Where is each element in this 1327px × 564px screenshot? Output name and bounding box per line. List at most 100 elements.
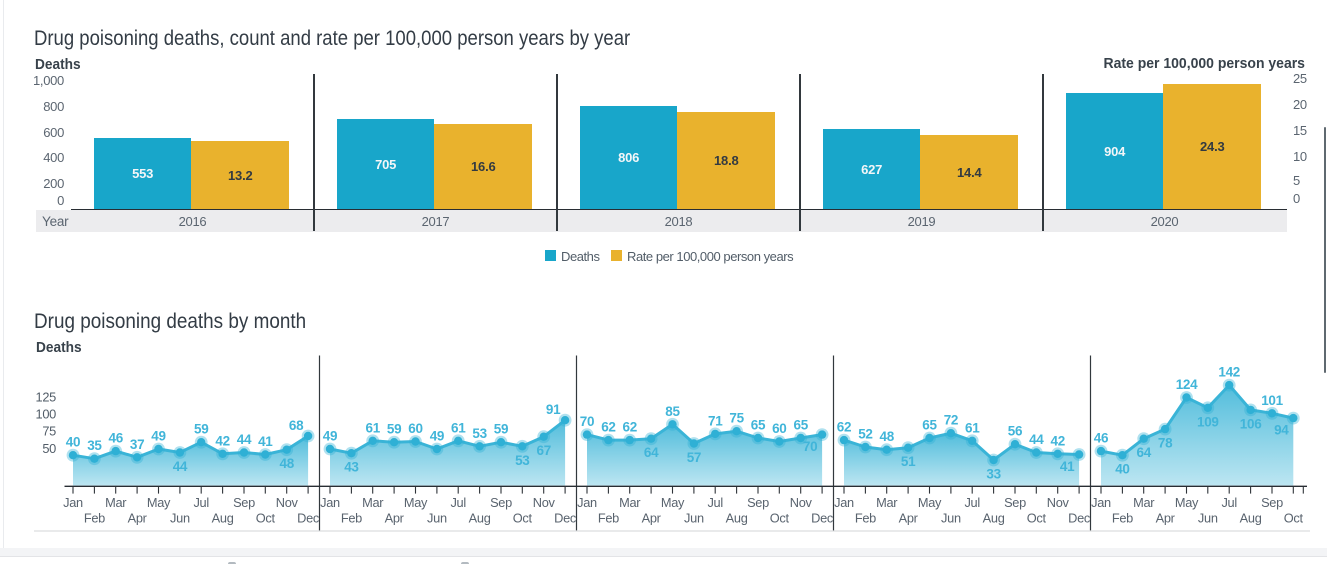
svg-text:Mar: Mar	[876, 495, 898, 510]
svg-text:Apr: Apr	[642, 510, 662, 525]
svg-text:142: 142	[1218, 365, 1240, 380]
svg-text:94: 94	[1274, 423, 1289, 438]
svg-text:51: 51	[901, 454, 916, 469]
svg-text:125: 125	[36, 389, 57, 404]
svg-text:Dec: Dec	[297, 510, 320, 525]
svg-text:44: 44	[173, 459, 188, 474]
svg-text:Oct: Oct	[1284, 510, 1304, 525]
svg-text:59: 59	[387, 422, 401, 437]
svg-text:Oct: Oct	[513, 510, 533, 525]
svg-text:42: 42	[1050, 433, 1064, 448]
svg-text:62: 62	[601, 420, 615, 435]
svg-text:62: 62	[622, 420, 636, 435]
svg-text:Sep: Sep	[747, 495, 769, 510]
svg-text:May: May	[404, 495, 428, 510]
svg-text:101: 101	[1261, 393, 1283, 408]
svg-text:46: 46	[1094, 431, 1109, 446]
svg-text:44: 44	[237, 432, 252, 447]
svg-text:Sep: Sep	[1261, 495, 1283, 510]
svg-text:Jul: Jul	[707, 495, 722, 510]
svg-text:65: 65	[793, 418, 808, 433]
svg-text:61: 61	[965, 420, 980, 435]
svg-text:40: 40	[66, 435, 80, 450]
svg-text:124: 124	[1176, 377, 1198, 392]
svg-text:Jun: Jun	[941, 510, 961, 525]
svg-text:Jul: Jul	[450, 495, 465, 510]
svg-text:48: 48	[279, 456, 294, 471]
svg-text:May: May	[1175, 495, 1199, 510]
svg-text:Oct: Oct	[256, 510, 276, 525]
svg-text:62: 62	[837, 420, 851, 435]
svg-text:May: May	[918, 495, 942, 510]
svg-text:53: 53	[472, 426, 487, 441]
svg-text:Jan: Jan	[577, 495, 597, 510]
svg-text:41: 41	[258, 434, 273, 449]
svg-text:53: 53	[515, 453, 530, 468]
svg-text:Feb: Feb	[855, 510, 876, 525]
svg-text:Aug: Aug	[983, 510, 1005, 525]
svg-text:Jun: Jun	[1198, 510, 1218, 525]
svg-text:59: 59	[494, 422, 508, 437]
svg-text:Apr: Apr	[1156, 510, 1176, 525]
svg-text:50: 50	[42, 441, 56, 456]
svg-text:Nov: Nov	[1047, 495, 1070, 510]
svg-text:Jun: Jun	[427, 510, 447, 525]
svg-text:Jul: Jul	[964, 495, 979, 510]
svg-text:Oct: Oct	[1027, 510, 1047, 525]
svg-text:Apr: Apr	[899, 510, 919, 525]
svg-text:60: 60	[408, 421, 422, 436]
svg-text:33: 33	[986, 467, 1001, 482]
svg-text:100: 100	[36, 407, 57, 422]
svg-text:106: 106	[1240, 416, 1262, 431]
svg-text:64: 64	[1136, 445, 1151, 460]
svg-text:Feb: Feb	[598, 510, 619, 525]
svg-text:48: 48	[879, 429, 894, 444]
svg-text:Jan: Jan	[63, 495, 83, 510]
svg-text:Jan: Jan	[1091, 495, 1111, 510]
svg-text:Jan: Jan	[320, 495, 340, 510]
svg-text:Sep: Sep	[1004, 495, 1026, 510]
svg-text:Aug: Aug	[1240, 510, 1262, 525]
svg-text:May: May	[661, 495, 685, 510]
svg-text:37: 37	[130, 437, 144, 452]
svg-text:Apr: Apr	[385, 510, 405, 525]
svg-text:Jun: Jun	[684, 510, 704, 525]
svg-text:Aug: Aug	[469, 510, 491, 525]
svg-text:109: 109	[1197, 414, 1219, 429]
svg-text:52: 52	[858, 427, 872, 442]
svg-text:Jan: Jan	[834, 495, 854, 510]
svg-text:Dec: Dec	[811, 510, 834, 525]
svg-text:57: 57	[687, 450, 701, 465]
svg-text:75: 75	[729, 411, 744, 426]
svg-text:64: 64	[644, 445, 659, 460]
svg-text:56: 56	[1008, 424, 1023, 439]
svg-text:71: 71	[708, 413, 723, 428]
svg-text:43: 43	[344, 460, 359, 475]
svg-text:Mar: Mar	[362, 495, 384, 510]
svg-text:Dec: Dec	[554, 510, 577, 525]
svg-text:Aug: Aug	[212, 510, 234, 525]
svg-text:Apr: Apr	[128, 510, 148, 525]
svg-text:35: 35	[87, 438, 102, 453]
svg-text:Jul: Jul	[193, 495, 208, 510]
svg-text:Mar: Mar	[619, 495, 641, 510]
svg-text:70: 70	[580, 414, 594, 429]
svg-text:61: 61	[365, 420, 380, 435]
svg-text:Jul: Jul	[1221, 495, 1236, 510]
svg-text:46: 46	[108, 431, 123, 446]
svg-text:75: 75	[42, 424, 56, 439]
svg-text:Aug: Aug	[726, 510, 748, 525]
svg-text:May: May	[147, 495, 171, 510]
svg-text:70: 70	[803, 439, 817, 454]
svg-text:Dec: Dec	[1068, 510, 1091, 525]
svg-text:65: 65	[751, 418, 766, 433]
svg-text:Nov: Nov	[276, 495, 299, 510]
svg-text:Feb: Feb	[341, 510, 362, 525]
svg-text:59: 59	[194, 422, 208, 437]
svg-text:65: 65	[922, 418, 937, 433]
svg-text:78: 78	[1158, 436, 1173, 451]
svg-text:Nov: Nov	[533, 495, 556, 510]
svg-text:49: 49	[430, 429, 444, 444]
svg-text:49: 49	[323, 429, 337, 444]
svg-text:91: 91	[546, 402, 561, 417]
